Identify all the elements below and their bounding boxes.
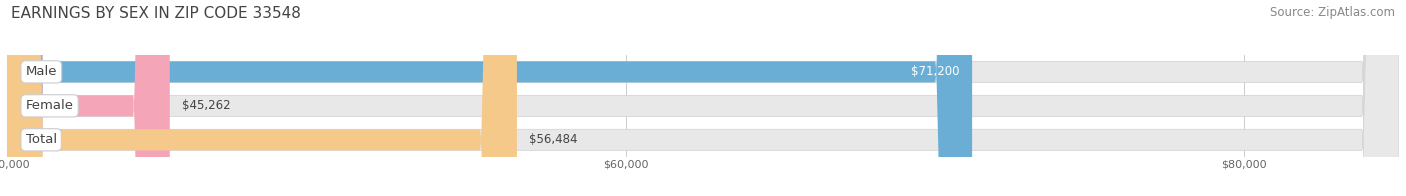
Text: Female: Female	[25, 99, 73, 112]
FancyBboxPatch shape	[7, 0, 170, 196]
FancyBboxPatch shape	[7, 0, 1399, 196]
Text: Male: Male	[25, 65, 58, 78]
FancyBboxPatch shape	[7, 0, 517, 196]
FancyBboxPatch shape	[7, 0, 1399, 196]
Text: Total: Total	[25, 133, 56, 146]
FancyBboxPatch shape	[7, 0, 1399, 196]
Text: $56,484: $56,484	[529, 133, 578, 146]
Text: EARNINGS BY SEX IN ZIP CODE 33548: EARNINGS BY SEX IN ZIP CODE 33548	[11, 6, 301, 21]
Text: $71,200: $71,200	[911, 65, 960, 78]
FancyBboxPatch shape	[7, 0, 972, 196]
Text: Source: ZipAtlas.com: Source: ZipAtlas.com	[1270, 6, 1395, 19]
Text: $45,262: $45,262	[183, 99, 231, 112]
